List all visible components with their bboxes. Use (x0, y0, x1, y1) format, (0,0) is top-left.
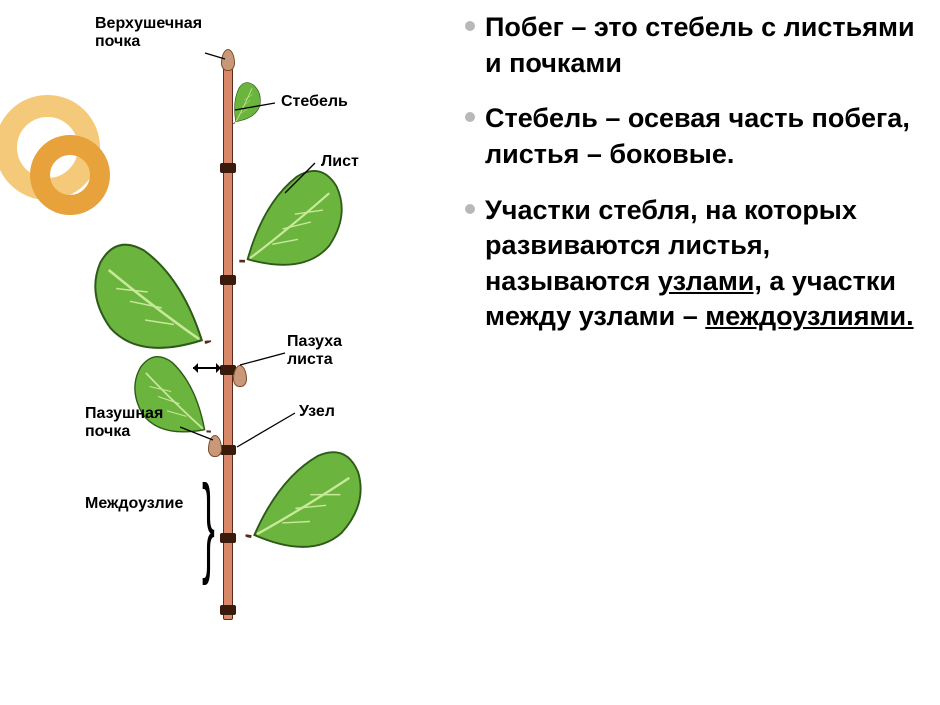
bullet-item: Побег – это стебель с листьями и почками (465, 10, 925, 81)
label-node: Узел (299, 403, 335, 421)
plant-diagram: } .arrow-h::before{left:-5px;border-righ… (85, 15, 425, 695)
bullet-text: Участки стебля, на которых развиваются л… (485, 193, 925, 336)
label-stem: Стебель (281, 93, 348, 111)
label-internode: Междоузлие (85, 495, 183, 513)
bullet-text: Стебель – осевая часть побега, листья – … (485, 101, 925, 172)
bullet-icon (465, 204, 475, 214)
label-apical-bud: Верхушечная почка (95, 15, 202, 52)
label-axillary-bud: Пазушная почка (85, 405, 163, 442)
label-leaf-axil: Пазуха листа (287, 333, 342, 370)
bullet-item: Участки стебля, на которых развиваются л… (465, 193, 925, 336)
bullet-icon (465, 112, 475, 122)
leader-lines (85, 15, 425, 695)
text-column: Побег – это стебель с листьями и почками… (465, 10, 925, 355)
bullet-icon (465, 21, 475, 31)
label-leaf: Лист (321, 153, 359, 171)
bullet-item: Стебель – осевая часть побега, листья – … (465, 101, 925, 172)
bullet-text: Побег – это стебель с листьями и почками (485, 10, 925, 81)
